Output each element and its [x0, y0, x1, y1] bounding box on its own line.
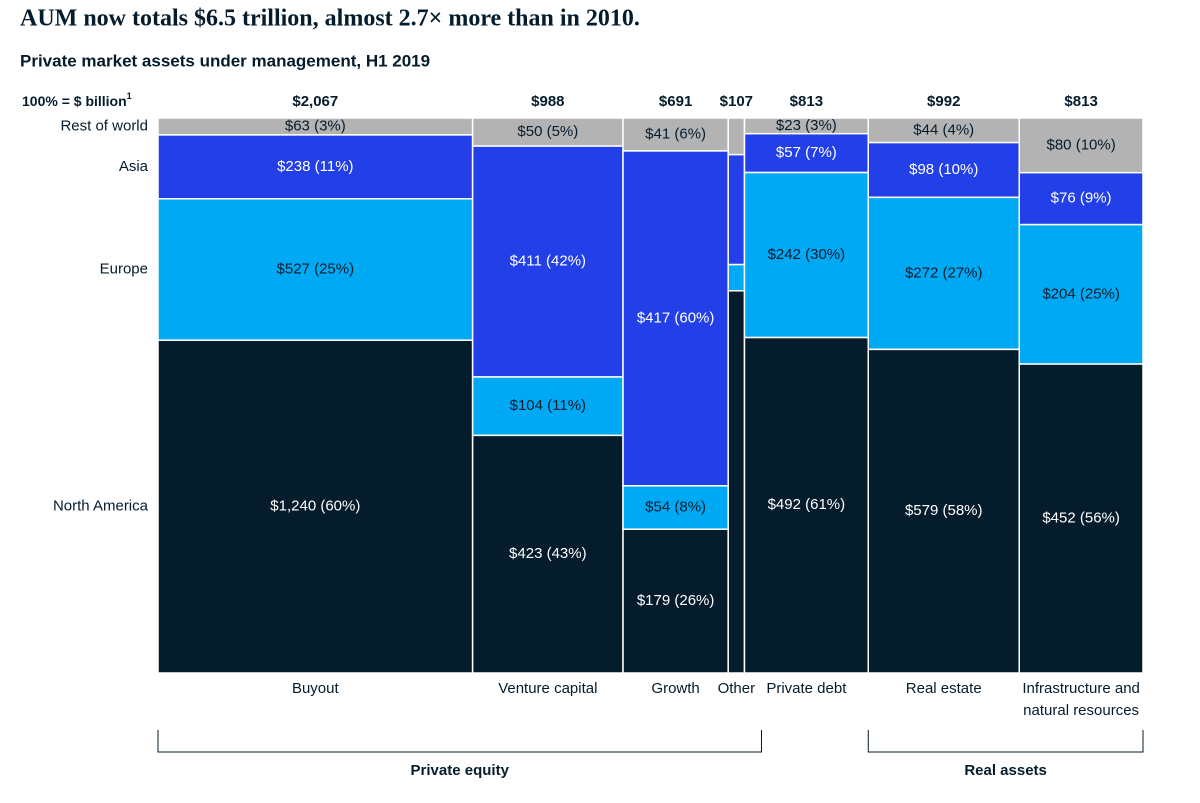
total-label-text: 100% = $ billion: [22, 93, 127, 109]
value-label: $492 (61%): [768, 496, 846, 513]
category-label-box: Growth: [651, 680, 700, 697]
value-label: $44 (4%): [913, 121, 974, 138]
total-label: $813: [790, 93, 823, 110]
category-label: Venture capital: [498, 680, 598, 697]
segment: [157, 198, 474, 341]
value-label: $423 (43%): [509, 545, 587, 562]
total-label-note: 1: [127, 91, 132, 101]
total-label: 100% = $ billion1: [22, 91, 132, 108]
value-label: $80 (10%): [1047, 136, 1116, 153]
value-label: $242 (30%): [768, 246, 846, 263]
segment: [727, 290, 746, 674]
group-bracket: [867, 730, 1144, 753]
value-label: $63 (3%): [285, 117, 346, 134]
category-label-box: Real estate: [905, 680, 982, 697]
segment: [727, 263, 746, 292]
category-label-box: Buyout: [291, 680, 339, 697]
chart-title: AUM now totals $6.5 trillion, almost 2.7…: [20, 6, 640, 32]
segment: [743, 171, 869, 339]
value-label: $417 (60%): [637, 309, 715, 326]
segment: [471, 434, 624, 674]
segment: [157, 134, 474, 200]
segment: [743, 336, 869, 674]
category-label: Infrastructure and natural resources: [1022, 680, 1140, 719]
segment: [1018, 363, 1144, 674]
chart-subtitle: Private market assets under management, …: [20, 51, 430, 70]
total-label: $992: [927, 93, 960, 110]
row-label: Europe: [100, 260, 148, 277]
total-label: $691: [659, 93, 692, 110]
category-label-box: Venture capital: [498, 680, 598, 697]
value-label: $238 (11%): [277, 158, 353, 175]
segment: [867, 117, 1020, 144]
value-label: $204 (25%): [1042, 285, 1120, 302]
segment: [727, 117, 746, 156]
group-label: Real assets: [964, 762, 1047, 779]
group-label: Private equity: [411, 762, 510, 779]
segment: [1018, 117, 1144, 174]
category-label-box: Other: [717, 680, 756, 697]
value-label: $179 (26%): [637, 592, 715, 609]
category-label: Private debt: [766, 680, 847, 697]
segment: [1018, 223, 1144, 365]
row-label: Rest of world: [60, 117, 148, 134]
category-label-box: Private debt: [766, 680, 847, 697]
category-label: Buyout: [291, 680, 339, 697]
category-label: Growth: [651, 680, 700, 697]
value-label: $54 (8%): [645, 499, 706, 516]
total-label: $107: [720, 93, 753, 110]
segment: [867, 196, 1020, 351]
value-label: $23 (3%): [776, 117, 837, 134]
group-bracket: [157, 730, 762, 753]
segment: [867, 348, 1020, 674]
segment: [1018, 171, 1144, 226]
total-label: $988: [531, 93, 564, 110]
value-label: $411 (42%): [510, 252, 586, 269]
total-label: $813: [1064, 93, 1097, 110]
segment: [622, 485, 729, 530]
row-label: North America: [53, 498, 149, 515]
category-label-box: Infrastructure and natural resources: [1022, 680, 1140, 719]
value-label: $272 (27%): [905, 264, 983, 281]
value-label: $41 (6%): [645, 125, 706, 142]
category-label: Other: [717, 680, 756, 697]
segment: [867, 141, 1020, 199]
row-label: Asia: [119, 158, 149, 175]
value-label: $527 (25%): [277, 260, 355, 277]
segment: [157, 339, 474, 674]
value-label: $76 (9%): [1051, 190, 1112, 207]
total-label: $2,067: [292, 93, 338, 110]
value-label: $98 (10%): [909, 161, 978, 178]
value-label: $452 (56%): [1042, 509, 1120, 526]
segment: [622, 117, 729, 152]
value-label: $57 (7%): [776, 144, 837, 161]
segment: [727, 153, 746, 266]
value-label: $1,240 (60%): [270, 498, 360, 515]
segment: [622, 528, 729, 674]
value-label: $579 (58%): [905, 502, 983, 519]
segment: [743, 132, 869, 174]
value-label: $50 (5%): [517, 123, 578, 140]
value-label: $104 (11%): [510, 397, 586, 414]
category-label: Real estate: [905, 680, 982, 697]
segment: [622, 150, 729, 487]
